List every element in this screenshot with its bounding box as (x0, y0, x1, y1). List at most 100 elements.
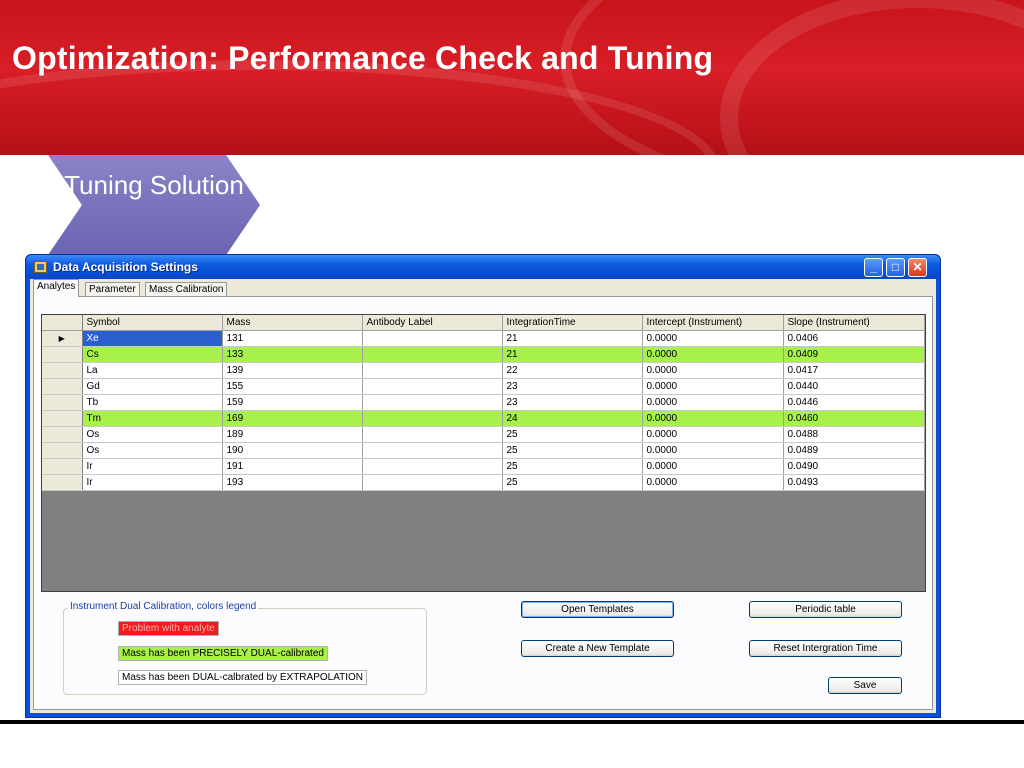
create-template-button[interactable]: Create a New Template (521, 640, 674, 657)
cell-integration-time[interactable]: 25 (502, 458, 643, 475)
cell-slope[interactable]: 0.0460 (783, 410, 925, 427)
cell-antibody-label[interactable] (362, 378, 503, 395)
cell-symbol[interactable]: Tm (82, 410, 223, 427)
cell-symbol[interactable]: Ir (82, 474, 223, 491)
cell-slope[interactable]: 0.0417 (783, 362, 925, 379)
cell-integration-time[interactable]: 21 (502, 330, 643, 347)
cell-symbol[interactable]: Ir (82, 458, 223, 475)
cell-mass[interactable]: 189 (222, 426, 363, 443)
cell-intercept[interactable]: 0.0000 (642, 474, 784, 491)
periodic-table-button[interactable]: Periodic table (749, 601, 902, 618)
open-templates-button[interactable]: Open Templates (521, 601, 674, 618)
table-row[interactable]: Ir 191 25 0.0000 0.0490 (42, 458, 925, 475)
cell-symbol[interactable]: Os (82, 442, 223, 459)
tab-mass-calibration[interactable]: Mass Calibration (145, 282, 228, 296)
row-header[interactable] (42, 394, 83, 411)
cell-intercept[interactable]: 0.0000 (642, 346, 784, 363)
cell-symbol[interactable]: La (82, 362, 223, 379)
maximize-icon[interactable]: □ (886, 258, 905, 277)
table-row[interactable]: Gd 155 23 0.0000 0.0440 (42, 378, 925, 395)
cell-integration-time[interactable]: 23 (502, 394, 643, 411)
cell-intercept[interactable]: 0.0000 (642, 442, 784, 459)
cell-integration-time[interactable]: 25 (502, 442, 643, 459)
cell-intercept[interactable]: 0.0000 (642, 378, 784, 395)
grid-corner-cell[interactable] (42, 315, 83, 331)
cell-slope[interactable]: 0.0490 (783, 458, 925, 475)
cell-mass[interactable]: 131 (222, 330, 363, 347)
cell-antibody-label[interactable] (362, 410, 503, 427)
cell-antibody-label[interactable] (362, 474, 503, 491)
cell-integration-time[interactable]: 21 (502, 346, 643, 363)
cell-slope[interactable]: 0.0489 (783, 442, 925, 459)
cell-symbol[interactable]: Gd (82, 378, 223, 395)
save-button[interactable]: Save (828, 677, 902, 694)
cell-mass[interactable]: 155 (222, 378, 363, 395)
table-row[interactable]: Os 190 25 0.0000 0.0489 (42, 442, 925, 459)
analytes-grid[interactable]: Symbol Mass Antibody Label IntegrationTi… (41, 314, 926, 592)
cell-slope[interactable]: 0.0406 (783, 330, 925, 347)
current-row-indicator-icon[interactable]: ▶ (42, 330, 83, 347)
table-row[interactable]: Ir 193 25 0.0000 0.0493 (42, 474, 925, 491)
table-row[interactable]: Tb 159 23 0.0000 0.0446 (42, 394, 925, 411)
cell-antibody-label[interactable] (362, 362, 503, 379)
reset-integration-time-button[interactable]: Reset Intergration Time (749, 640, 902, 657)
column-header-antibody-label[interactable]: Antibody Label (362, 315, 503, 331)
table-row[interactable]: Tm 169 24 0.0000 0.0460 (42, 410, 925, 427)
title-bar[interactable]: Data Acquisition Settings _ □ ✕ (26, 255, 940, 279)
cell-symbol[interactable]: Xe (82, 330, 223, 347)
cell-antibody-label[interactable] (362, 394, 503, 411)
column-header-intercept[interactable]: Intercept (Instrument) (642, 315, 784, 331)
close-icon[interactable]: ✕ (908, 258, 927, 277)
cell-intercept[interactable]: 0.0000 (642, 330, 784, 347)
cell-integration-time[interactable]: 25 (502, 426, 643, 443)
cell-intercept[interactable]: 0.0000 (642, 362, 784, 379)
column-header-slope[interactable]: Slope (Instrument) (783, 315, 925, 331)
cell-mass[interactable]: 193 (222, 474, 363, 491)
cell-integration-time[interactable]: 25 (502, 474, 643, 491)
cell-slope[interactable]: 0.0446 (783, 394, 925, 411)
row-header[interactable] (42, 442, 83, 459)
row-header[interactable] (42, 362, 83, 379)
cell-intercept[interactable]: 0.0000 (642, 458, 784, 475)
cell-antibody-label[interactable] (362, 426, 503, 443)
minimize-icon[interactable]: _ (864, 258, 883, 277)
column-header-integration-time[interactable]: IntegrationTime (502, 315, 643, 331)
cell-slope[interactable]: 0.0440 (783, 378, 925, 395)
cell-symbol[interactable]: Cs (82, 346, 223, 363)
column-header-symbol[interactable]: Symbol (82, 315, 223, 331)
row-header[interactable] (42, 378, 83, 395)
row-header[interactable] (42, 410, 83, 427)
cell-mass[interactable]: 169 (222, 410, 363, 427)
row-header[interactable] (42, 426, 83, 443)
table-row[interactable]: Cs 133 21 0.0000 0.0409 (42, 346, 925, 363)
cell-symbol[interactable]: Os (82, 426, 223, 443)
table-row[interactable]: ▶ Xe 131 21 0.0000 0.0406 (42, 330, 925, 347)
cell-integration-time[interactable]: 24 (502, 410, 643, 427)
cell-antibody-label[interactable] (362, 442, 503, 459)
cell-slope[interactable]: 0.0488 (783, 426, 925, 443)
cell-mass[interactable]: 190 (222, 442, 363, 459)
cell-slope[interactable]: 0.0409 (783, 346, 925, 363)
cell-mass[interactable]: 191 (222, 458, 363, 475)
cell-mass[interactable]: 159 (222, 394, 363, 411)
cell-antibody-label[interactable] (362, 458, 503, 475)
cell-intercept[interactable]: 0.0000 (642, 410, 784, 427)
cell-intercept[interactable]: 0.0000 (642, 394, 784, 411)
cell-antibody-label[interactable] (362, 346, 503, 363)
cell-integration-time[interactable]: 23 (502, 378, 643, 395)
cell-antibody-label[interactable] (362, 330, 503, 347)
cell-mass[interactable]: 139 (222, 362, 363, 379)
cell-slope[interactable]: 0.0493 (783, 474, 925, 491)
table-row[interactable]: Os 189 25 0.0000 0.0488 (42, 426, 925, 443)
column-header-mass[interactable]: Mass (222, 315, 363, 331)
cell-intercept[interactable]: 0.0000 (642, 426, 784, 443)
table-row[interactable]: La 139 22 0.0000 0.0417 (42, 362, 925, 379)
tab-parameter[interactable]: Parameter (85, 282, 140, 296)
cell-mass[interactable]: 133 (222, 346, 363, 363)
row-header[interactable] (42, 474, 83, 491)
row-header[interactable] (42, 458, 83, 475)
cell-symbol[interactable]: Tb (82, 394, 223, 411)
row-header[interactable] (42, 346, 83, 363)
cell-integration-time[interactable]: 22 (502, 362, 643, 379)
tab-analytes[interactable]: Analytes (33, 279, 80, 297)
